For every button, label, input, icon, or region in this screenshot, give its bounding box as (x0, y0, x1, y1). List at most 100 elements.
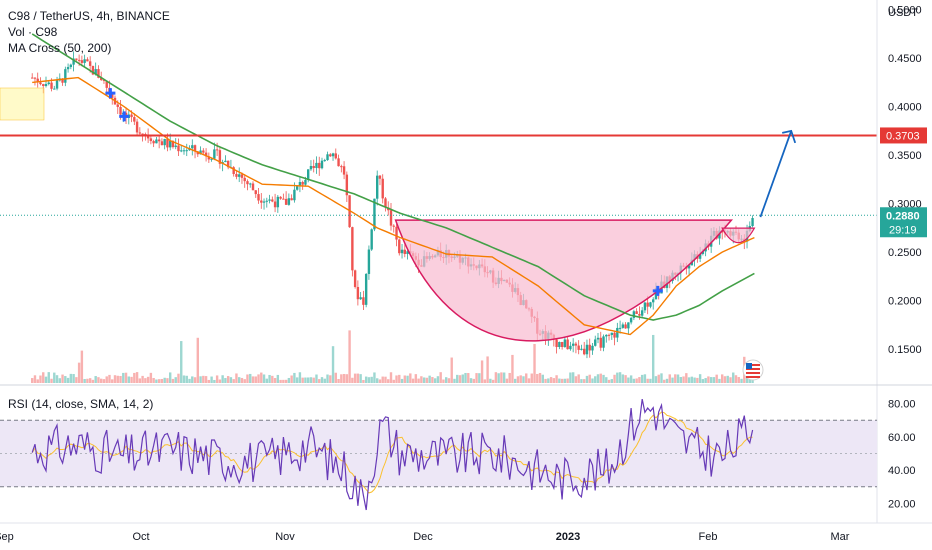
price-axis[interactable]: 0.50000.45000.40000.35000.30000.25000.20… (888, 5, 922, 356)
volume-bar (171, 378, 175, 383)
rsi-line (31, 398, 754, 511)
volume-bar (298, 372, 302, 383)
volume-bar (726, 375, 729, 383)
volume-bar (384, 376, 387, 383)
volume-bar (472, 378, 475, 383)
volume-bar (729, 377, 732, 383)
rsi-legend[interactable]: RSI (14, close, SMA, 14, 2) (8, 396, 153, 412)
candle-body (72, 58, 75, 65)
volume-bar (497, 373, 500, 383)
price-pane[interactable] (0, 0, 877, 383)
cup-pattern-shape (394, 219, 734, 342)
volume-bar (621, 374, 625, 383)
volume-bar (88, 378, 92, 383)
volume-bar (210, 376, 213, 383)
volume-bar (80, 350, 84, 383)
candle-body (238, 174, 241, 177)
candle-body (273, 201, 277, 208)
volume-bar (64, 376, 67, 383)
volume-bar (403, 375, 406, 383)
volume-bar (196, 337, 199, 383)
candle-body (262, 201, 266, 203)
ma-cross-marker (652, 285, 663, 296)
candle-body (293, 189, 296, 201)
volume-bar (674, 374, 677, 383)
volume-bar (712, 377, 716, 383)
volume-bar (119, 376, 122, 383)
svg-text:29:19: 29:19 (889, 224, 917, 236)
volume-bar (262, 374, 266, 383)
volume-bar (94, 376, 97, 383)
symbol-title[interactable]: C98 / TetherUS, 4h, BINANCE (8, 9, 170, 23)
volume-bar (254, 376, 257, 383)
resistance-price-tag: 0.3703 (880, 127, 927, 144)
volume-bar (348, 330, 351, 383)
volume-bar (723, 376, 727, 383)
candle-body (351, 227, 354, 271)
candle-body (585, 344, 589, 355)
volume-bar (654, 376, 658, 383)
volume-bar (433, 378, 437, 383)
volume-bar (301, 377, 304, 383)
candle-body (224, 160, 227, 163)
volume-bar (605, 377, 608, 383)
volume-bar (44, 376, 48, 383)
volume-bar (326, 374, 329, 383)
volume-bar (265, 378, 268, 383)
volume-bar (218, 379, 222, 383)
time-axis[interactable]: Sep Oct Nov Dec 2023 Feb Mar (0, 531, 850, 543)
candle-body (55, 80, 59, 89)
ma-cross-legend[interactable]: MA Cross (50, 200) (8, 41, 112, 55)
chart-legend: C98 / TetherUS, 4h, BINANCE Vol · C98 MA… (8, 8, 170, 56)
candle-body (243, 177, 246, 182)
volume-bar (146, 376, 150, 383)
volume-bar (155, 379, 158, 383)
volume-bar (450, 357, 453, 383)
volume-bar (124, 372, 128, 383)
candle-body (102, 79, 106, 81)
volume-bar (130, 376, 133, 383)
volume-bar (527, 378, 531, 383)
volume-bar (491, 379, 495, 383)
volume-bar (425, 377, 429, 383)
volume-bar (169, 372, 172, 383)
volume-bar (304, 377, 307, 383)
price-tick-label: 0.3500 (888, 150, 922, 162)
volume-bar (141, 375, 144, 383)
candle-body (240, 174, 244, 178)
price-tick-label: 0.4500 (888, 53, 922, 65)
candle-body (182, 150, 186, 152)
candle-body (362, 297, 365, 305)
volume-bar (290, 375, 293, 383)
volume-bar (663, 379, 666, 383)
volume-bar (508, 372, 511, 383)
candle-body (116, 104, 119, 107)
projection-arrow[interactable] (759, 130, 793, 218)
volume-legend[interactable]: Vol · C98 (8, 25, 58, 39)
candle-body (91, 65, 95, 75)
us-flag-icon[interactable] (742, 359, 764, 381)
volume-bar (613, 374, 616, 383)
candle-body (602, 336, 605, 348)
volume-bar (122, 372, 125, 383)
candle-body (309, 165, 313, 170)
candle-body (381, 178, 384, 199)
candle-body (50, 82, 53, 89)
candle-body (649, 302, 652, 307)
volume-bar (97, 377, 100, 383)
volume-bar (464, 372, 467, 383)
volume-bar (127, 376, 130, 383)
volume-bar (522, 376, 525, 383)
volume-bar (367, 377, 371, 383)
rsi-pane[interactable] (0, 398, 877, 511)
volume-bar (480, 360, 484, 383)
volume-bar (378, 379, 382, 383)
candle-body (251, 183, 255, 191)
candle-body (594, 339, 597, 346)
volume-bar (643, 374, 647, 383)
candle-body (618, 327, 622, 329)
volume-bar (138, 378, 142, 383)
rsi-axis[interactable]: 80.00 60.00 40.00 20.00 (888, 399, 916, 511)
volume-bar (33, 375, 37, 383)
